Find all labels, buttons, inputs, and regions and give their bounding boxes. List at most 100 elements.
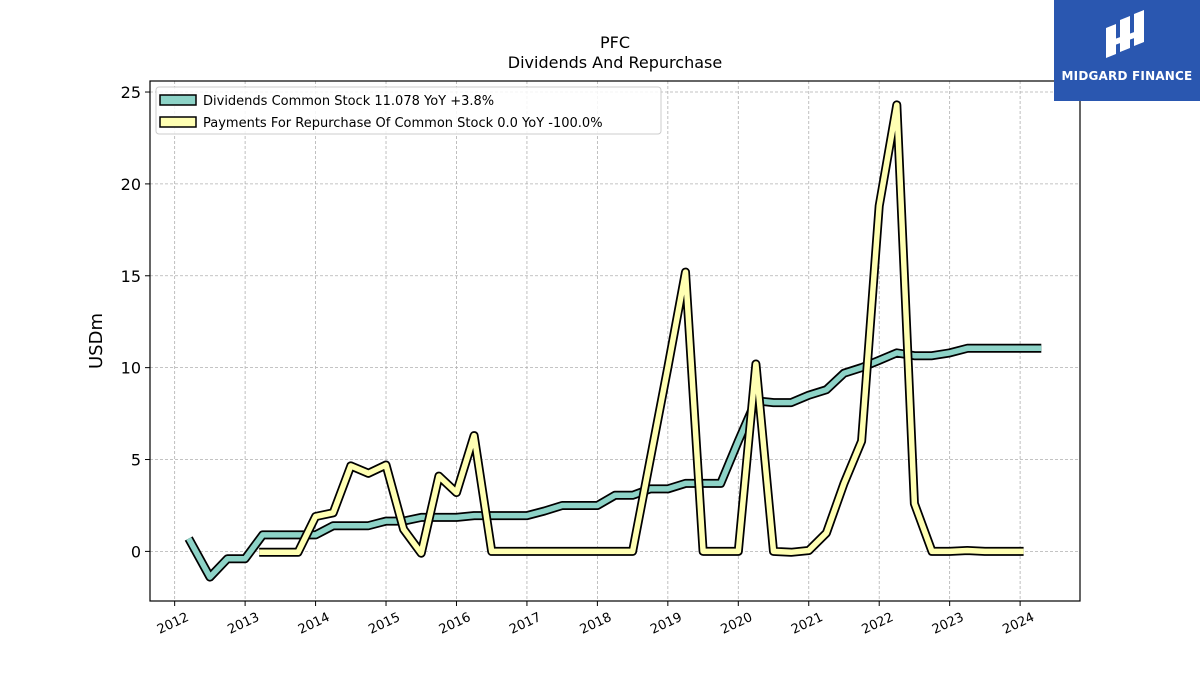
series-1-point <box>526 551 527 552</box>
series-0-point <box>632 495 633 496</box>
series-0-point <box>615 495 616 496</box>
y-tick-label: 25 <box>121 83 141 102</box>
series-0-point <box>456 517 457 518</box>
series-0-point <box>526 515 527 516</box>
y-tick-label: 10 <box>121 359 141 378</box>
midgard-logo-icon <box>1106 10 1144 58</box>
series-1-point <box>386 465 387 466</box>
series-0-point <box>720 483 721 484</box>
series-0-point <box>209 577 210 578</box>
series-1-point <box>861 441 862 442</box>
y-axis-label: USDm <box>86 313 107 369</box>
series-1-point <box>315 516 316 517</box>
y-tick-label: 20 <box>121 175 141 194</box>
series-0-point <box>474 515 475 516</box>
series-0-point <box>984 348 985 349</box>
series-1-point <box>685 272 686 273</box>
series-lines <box>184 100 1042 582</box>
x-tick-label: 2020 <box>719 610 755 638</box>
series-1-point <box>791 552 792 553</box>
series-0-point <box>438 517 439 518</box>
series-0-point <box>896 352 897 353</box>
series-0-point <box>738 441 739 442</box>
series-0-point <box>333 525 334 526</box>
series-1-point <box>1002 551 1003 552</box>
midgard-finance-logo: MIDGARD FINANCE <box>1054 0 1200 101</box>
x-tick-label: 2024 <box>1000 610 1036 638</box>
series-1-point <box>720 551 721 552</box>
series-1-point <box>879 205 880 206</box>
x-tick-label: 2022 <box>860 610 896 638</box>
series-0-point <box>386 521 387 522</box>
series-0-point <box>262 534 263 535</box>
series-0-point <box>188 538 189 539</box>
y-tick-label: 15 <box>121 267 141 286</box>
series-1-point <box>967 550 968 551</box>
series-0-point <box>949 352 950 353</box>
x-tick-label: 2018 <box>578 610 614 638</box>
series-1-point <box>808 550 809 551</box>
series-0-point <box>826 389 827 390</box>
series-1-point <box>562 551 563 552</box>
series-0-point <box>491 515 492 516</box>
series-1-point <box>1023 551 1024 552</box>
legend-box <box>155 86 662 135</box>
series-0-point <box>297 534 298 535</box>
series-1-point <box>438 476 439 477</box>
series-0-point <box>773 402 774 403</box>
series-1-point <box>474 435 475 436</box>
series-1-point <box>280 552 281 553</box>
legend-swatch-1 <box>159 116 197 128</box>
series-0-point <box>914 355 915 356</box>
chart-subtitle: Dividends And Repurchase <box>508 53 722 72</box>
series-1-point <box>773 551 774 552</box>
series-1-point <box>932 551 933 552</box>
series-1-point <box>421 553 422 554</box>
series-0-point <box>967 348 968 349</box>
series-0-point <box>509 515 510 516</box>
series-0-point <box>280 534 281 535</box>
series-0-point <box>227 558 228 559</box>
x-tick-label: 2021 <box>789 610 825 638</box>
series-0-line <box>186 345 1042 580</box>
series-1-point <box>579 551 580 552</box>
series-1-point <box>703 551 704 552</box>
series-1-point <box>456 492 457 493</box>
y-tick-label: 0 <box>131 542 141 561</box>
series-1-point <box>544 551 545 552</box>
series-0-point <box>685 483 686 484</box>
series-0-point <box>579 505 580 506</box>
series-0-point <box>1020 348 1021 349</box>
series-0-point <box>544 510 545 511</box>
series-0-point <box>650 488 651 489</box>
x-tick-label: 2012 <box>155 610 191 638</box>
series-0-point <box>597 505 598 506</box>
x-tick-label: 2019 <box>648 610 684 638</box>
series-0-point <box>808 395 809 396</box>
series-1-point <box>297 552 298 553</box>
legend: Dividends Common Stock 11.078 YoY +3.8% P… <box>155 86 662 135</box>
series-1-point <box>667 367 668 368</box>
series-1-point <box>615 551 616 552</box>
plot-frame <box>149 80 1081 602</box>
series-0-point <box>791 402 792 403</box>
series-0-point <box>1002 348 1003 349</box>
series-0-point <box>1041 348 1042 349</box>
grid <box>150 81 1080 601</box>
chart-title: PFC <box>600 33 630 52</box>
series-1-point <box>403 529 404 530</box>
x-tick-label: 2016 <box>437 610 473 638</box>
series-1-point <box>896 104 897 105</box>
series-0-point <box>667 488 668 489</box>
series-1-point <box>949 551 950 552</box>
series-1-point <box>491 551 492 552</box>
series-1-point <box>826 533 827 534</box>
series-0-point <box>932 355 933 356</box>
series-0-point <box>315 534 316 535</box>
series-1-line <box>259 102 1024 556</box>
series-0-point <box>879 360 880 361</box>
series-1-point <box>984 551 985 552</box>
series-1-point <box>843 483 844 484</box>
series-1-point <box>259 552 260 553</box>
